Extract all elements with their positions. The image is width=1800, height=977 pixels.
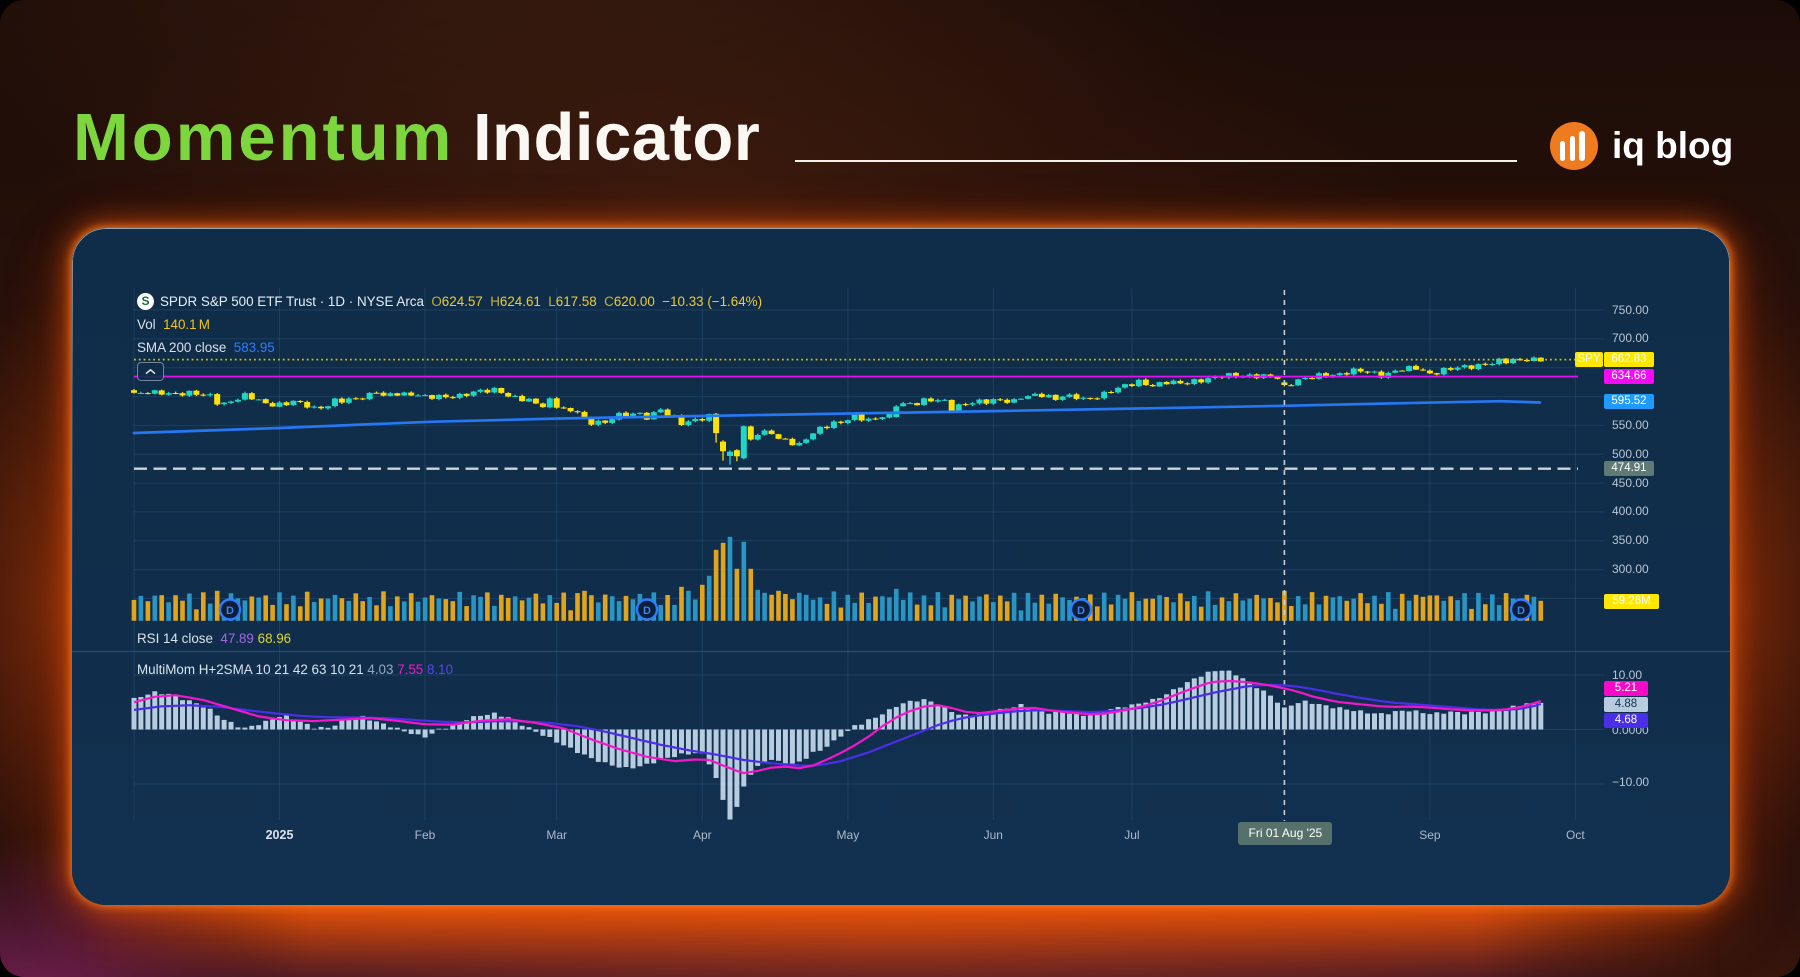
svg-text:D: D (1517, 605, 1525, 617)
svg-text:D: D (226, 605, 234, 617)
svg-text:D: D (643, 605, 651, 617)
svg-text:D: D (1077, 605, 1085, 617)
